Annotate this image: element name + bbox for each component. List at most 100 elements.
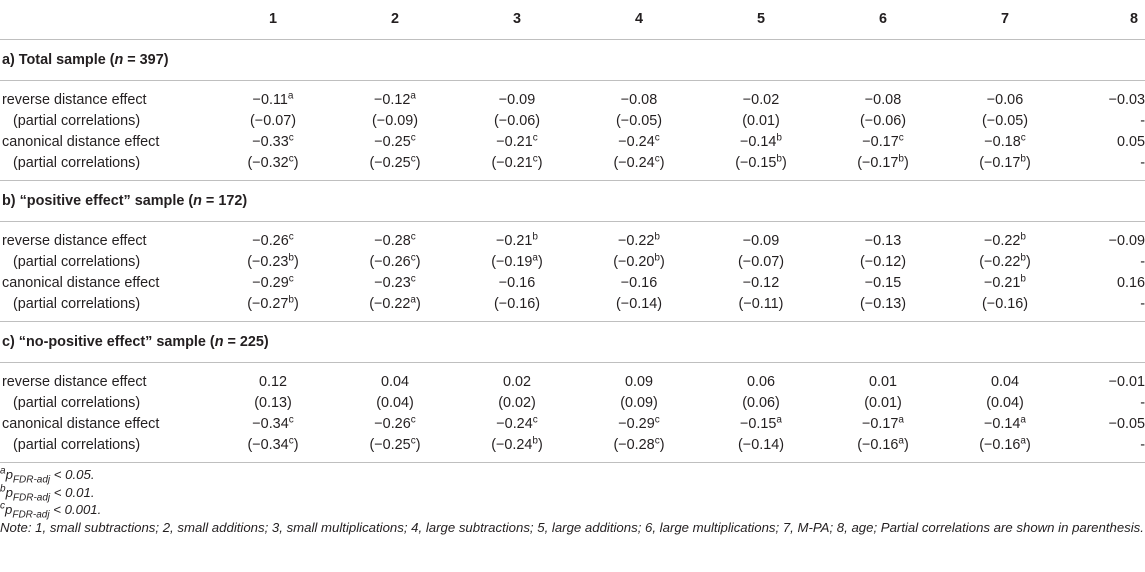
cell-value: - [1140,437,1145,453]
table-cell: −0.22b [578,222,700,253]
row-label: (partial correlations) [0,435,212,463]
cell-close: ) [415,254,421,270]
cell-value: −0.28 [374,233,411,249]
table-note: Note: 1, small subtractions; 2, small ad… [0,519,1144,535]
significance-marker: c [654,414,660,426]
cell-value: −0.18 [984,134,1021,150]
significance-marker: c [288,153,294,165]
table-row: (partial correlations) (−0.32c) (−0.25c) (−… [0,153,1145,181]
cell-value: (−0.05) [982,113,1028,129]
table-cell: −0.15a [700,414,822,435]
significance-marker: a [1020,435,1026,447]
cell-value: 0.12 [258,374,287,390]
cell-close: ) [293,155,299,171]
cell-value: 0.05 [1116,134,1145,150]
table-cell: −0.34c [212,414,334,435]
cell-value: (−0.06) [494,113,540,129]
cell-value: (−0.28 [613,437,655,453]
significance-marker: c [288,414,294,426]
table-cell: −0.16 [578,273,700,294]
table-cell: −0.17c [822,132,944,153]
cell-value: - [1140,395,1145,411]
table-cell: (−0.25c) [334,153,456,181]
table-cell: −0.11a [212,81,334,112]
significance-marker: b [288,252,294,264]
table-cell: −0.09 [1066,222,1145,253]
table-cell: - [1066,393,1145,414]
table-cell: −0.33c [212,132,334,153]
significance-marker: c [654,153,660,165]
cell-value: (−0.20 [613,254,655,270]
table-cell: - [1066,435,1145,463]
cell-close: ) [293,254,299,270]
row-label: (partial correlations) [13,113,141,129]
table-cell: - [1066,111,1145,132]
cell-value: −0.09 [498,92,536,108]
table-cell: (−0.13) [822,294,944,322]
table-cell: 0.01 [822,363,944,394]
section-title: a) Total sample (n = 397) [0,39,1145,81]
significance-marker: c [410,273,416,285]
cell-value: −0.34 [252,416,289,432]
column-header: 7 [944,0,1066,40]
table-cell: −0.14a [944,414,1066,435]
cell-value: 0.16 [1116,275,1145,291]
footnotes: apFDR-adj < 0.05. bpFDR-adj < 0.01. cpFDR-… [0,466,1145,520]
significance-marker: b [898,153,904,165]
cell-value: −0.14 [984,416,1021,432]
table-cell: (−0.07) [212,111,334,132]
cell-value: −0.15 [740,416,777,432]
table-cell: (0.09) [578,393,700,414]
table-cell: (−0.05) [944,111,1066,132]
significance-marker: a [410,90,416,102]
table-cell: 0.09 [578,363,700,394]
column-header: 8 [1066,0,1145,40]
cell-value: −0.25 [374,134,411,150]
table-cell: 0.05 [1066,132,1145,153]
section-title: c) “no-positive effect” sample (n = 225) [0,321,1145,363]
significance-marker: b [776,153,782,165]
table-cell: −0.14b [700,132,822,153]
table-cell: −0.06 [944,81,1066,112]
cell-value: (−0.27 [247,296,289,312]
table-row: (partial correlations) (−0.23b) (−0.26c) (−… [0,252,1145,273]
table-cell: −0.09 [700,222,822,253]
row-label: canonical distance effect [2,275,160,291]
table-row: (partial correlations) (−0.07) (−0.09) (−0.… [0,111,1145,132]
table-row: (partial correlations) (−0.27b) (−0.22a) (−… [0,294,1145,322]
table-cell: (−0.22b) [944,252,1066,273]
cell-value: (−0.12) [860,254,906,270]
table-cell: (−0.16) [944,294,1066,322]
cell-value: (0.09) [620,395,658,411]
significance-marker: c [410,153,416,165]
cell-value: (−0.17 [979,155,1021,171]
row-label: reverse distance effect [2,233,147,249]
cell-value: −0.05 [1108,416,1145,432]
cell-close: ) [415,437,421,453]
table-cell: 0.16 [1066,273,1145,294]
table-cell: (−0.22a) [334,294,456,322]
table-cell: (−0.32c) [212,153,334,181]
cell-value: −0.23 [374,275,411,291]
cell-value: (−0.09) [372,113,418,129]
significance-marker: c [532,153,538,165]
significance-marker: a [532,252,538,264]
significance-marker: b [1020,153,1026,165]
table-cell: −0.13 [822,222,944,253]
cell-value: −0.24 [496,416,533,432]
cell-value: −0.12 [374,92,411,108]
significance-marker: a [898,435,904,447]
table-cell: - [1066,153,1145,181]
table-cell: −0.02 [700,81,822,112]
cell-value: (0.04) [986,395,1024,411]
table-cell: −0.08 [822,81,944,112]
cell-value: (0.04) [376,395,414,411]
cell-value: −0.16 [620,275,658,291]
cell-value: (−0.24 [491,437,533,453]
table-cell: (−0.12) [822,252,944,273]
cell-value: 0.06 [746,374,775,390]
cell-value: −0.17 [862,134,899,150]
cell-value: (0.06) [742,395,780,411]
table-cell: −0.08 [578,81,700,112]
significance-marker: a [898,414,904,426]
